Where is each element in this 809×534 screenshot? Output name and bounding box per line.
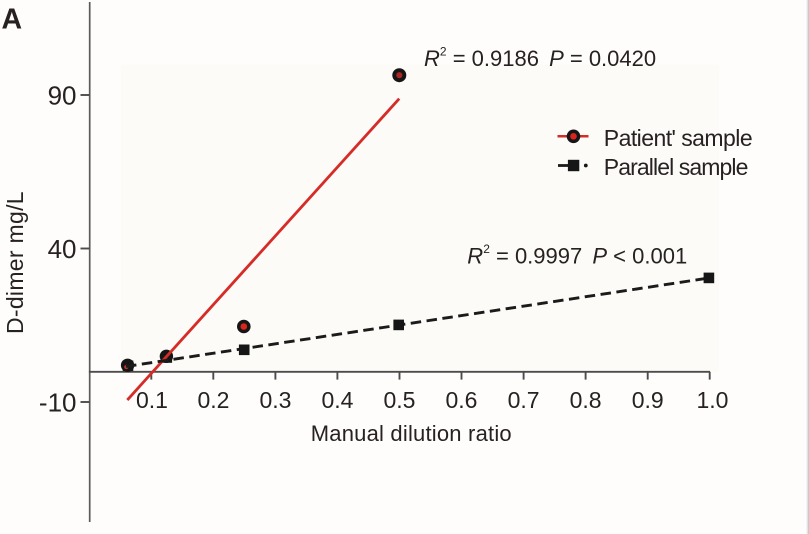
svg-text:0.1: 0.1 — [136, 387, 168, 413]
svg-text:Manual dilution ratio: Manual dilution ratio — [311, 421, 512, 446]
svg-text:0.2: 0.2 — [198, 387, 230, 413]
svg-text:-10: -10 — [39, 387, 77, 417]
svg-text:D-dimer mg/L: D-dimer mg/L — [2, 191, 28, 334]
svg-text:Parallel sample: Parallel sample — [604, 154, 748, 180]
svg-text:0.4: 0.4 — [322, 387, 354, 413]
svg-text:0.3: 0.3 — [260, 387, 292, 413]
svg-text:0.9: 0.9 — [632, 387, 664, 413]
svg-text:0.7: 0.7 — [508, 387, 540, 413]
svg-text:0.5: 0.5 — [384, 387, 416, 413]
svg-text:A: A — [2, 4, 23, 36]
svg-text:1.0: 1.0 — [697, 387, 729, 413]
svg-text:R2 = 0.9186 P = 0.0420: R2 = 0.9186 P = 0.0420 — [424, 45, 656, 71]
svg-text:90: 90 — [48, 80, 77, 110]
svg-text:40: 40 — [48, 234, 77, 264]
svg-text:R2 = 0.9997 P < 0.001: R2 = 0.9997 P < 0.001 — [467, 242, 687, 268]
svg-text:0.6: 0.6 — [446, 387, 478, 413]
svg-text:Patient' sample: Patient' sample — [604, 125, 752, 151]
svg-text:0.8: 0.8 — [570, 387, 602, 413]
